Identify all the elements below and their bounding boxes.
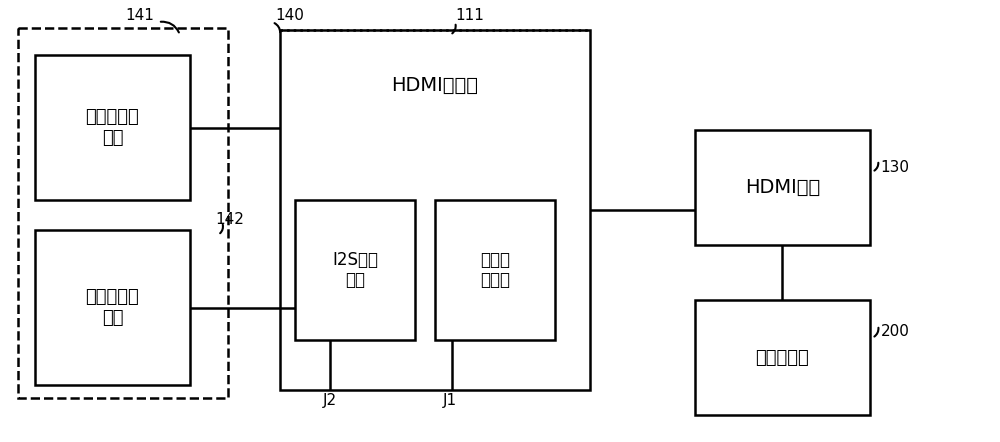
Text: 140: 140 <box>276 8 304 23</box>
Text: I2S音频
接口: I2S音频 接口 <box>332 251 378 290</box>
Text: 200: 200 <box>881 324 909 339</box>
Bar <box>695 300 870 415</box>
Text: J2: J2 <box>323 392 337 408</box>
Text: 音频信号生
成器: 音频信号生 成器 <box>86 288 139 327</box>
Text: 130: 130 <box>881 160 910 175</box>
Text: 141: 141 <box>126 8 154 23</box>
Bar <box>435 200 555 340</box>
Text: 142: 142 <box>216 213 244 228</box>
Text: 111: 111 <box>456 8 484 23</box>
Text: HDMI编码器: HDMI编码器 <box>392 76 479 95</box>
Bar <box>695 130 870 245</box>
Bar <box>35 230 190 385</box>
Text: 电视电路板: 电视电路板 <box>756 348 809 366</box>
Bar <box>35 55 190 200</box>
Bar <box>18 28 228 398</box>
Bar <box>280 30 590 390</box>
Text: J1: J1 <box>443 392 457 408</box>
Text: 同轴音
频接口: 同轴音 频接口 <box>480 251 510 290</box>
Text: 视频信号生
成器: 视频信号生 成器 <box>86 108 139 147</box>
Text: HDMI端口: HDMI端口 <box>745 178 820 197</box>
Bar <box>295 200 415 340</box>
